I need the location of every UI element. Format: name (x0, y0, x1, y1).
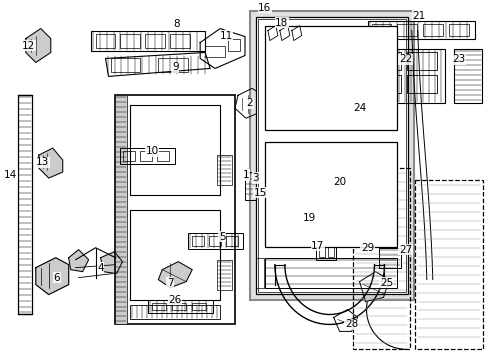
Bar (327, 241, 333, 257)
Bar (311, 218, 325, 228)
Bar (407, 53, 436, 71)
Bar (448, 24, 468, 36)
Bar (120, 33, 140, 48)
Bar (145, 33, 165, 48)
Bar (205, 45, 224, 58)
Bar (345, 188, 355, 198)
Bar (397, 24, 416, 36)
Bar (249, 11, 413, 300)
Text: 16: 16 (258, 3, 271, 13)
Bar (291, 218, 305, 228)
Bar (379, 248, 401, 268)
Bar (318, 241, 324, 257)
Text: 2: 2 (246, 98, 253, 108)
Bar (110, 58, 140, 72)
Bar (255, 258, 264, 288)
Bar (329, 188, 339, 198)
Bar (130, 105, 220, 195)
Text: 29: 29 (360, 243, 373, 253)
Text: 7: 7 (166, 278, 173, 288)
Bar (331, 218, 345, 228)
Bar (130, 305, 220, 319)
Text: 22: 22 (398, 54, 411, 64)
Polygon shape (68, 250, 88, 272)
Text: 27: 27 (398, 245, 411, 255)
Text: 21: 21 (412, 11, 425, 21)
Bar (90, 31, 205, 50)
Text: 19: 19 (303, 213, 316, 223)
Bar (255, 17, 407, 293)
Bar (130, 210, 220, 300)
Bar (172, 302, 186, 310)
Bar (192, 302, 206, 310)
Bar (115, 95, 127, 324)
Polygon shape (26, 28, 51, 62)
Text: 11: 11 (219, 31, 232, 41)
Text: 17: 17 (310, 241, 324, 251)
Text: 26: 26 (168, 294, 182, 305)
Bar (123, 151, 135, 161)
Text: 25: 25 (379, 278, 392, 288)
Text: 8: 8 (173, 19, 179, 28)
Bar (367, 49, 444, 103)
Bar (264, 258, 397, 288)
Bar (148, 300, 213, 314)
Text: 28: 28 (344, 319, 358, 329)
Polygon shape (36, 258, 68, 294)
Polygon shape (359, 272, 388, 302)
Text: 18: 18 (275, 18, 288, 28)
Text: 10: 10 (145, 146, 159, 156)
Bar (264, 142, 397, 247)
Polygon shape (101, 252, 122, 274)
Text: 9: 9 (172, 62, 178, 72)
Text: 12: 12 (22, 41, 36, 50)
Polygon shape (39, 148, 62, 178)
Bar (258, 19, 406, 292)
Bar (188, 233, 243, 249)
Text: 13: 13 (36, 157, 49, 167)
Bar (244, 172, 263, 200)
Bar (325, 185, 370, 201)
Text: 15: 15 (253, 188, 266, 198)
Bar (287, 215, 352, 231)
Bar (371, 75, 401, 93)
Bar (264, 26, 397, 130)
Bar (152, 302, 166, 310)
Text: 23: 23 (451, 54, 465, 64)
Bar (115, 95, 235, 324)
Text: 24: 24 (352, 103, 366, 113)
Bar (352, 168, 409, 349)
Bar (225, 236, 238, 246)
Text: 3: 3 (252, 173, 259, 183)
Bar (315, 238, 335, 260)
Text: 4: 4 (97, 263, 103, 273)
Bar (217, 155, 232, 185)
Bar (423, 24, 442, 36)
Bar (371, 24, 390, 36)
Bar (209, 236, 221, 246)
Bar (120, 148, 175, 164)
Bar (371, 53, 401, 71)
Bar (192, 236, 203, 246)
Bar (140, 151, 152, 161)
Bar (170, 33, 190, 48)
Text: 14: 14 (4, 170, 18, 180)
Bar (361, 188, 369, 198)
Text: 5: 5 (218, 232, 225, 242)
Bar (407, 75, 436, 93)
Text: 6: 6 (53, 273, 60, 283)
Bar (95, 33, 115, 48)
Text: 1: 1 (242, 170, 249, 180)
Bar (367, 21, 474, 39)
Bar (217, 260, 232, 289)
Text: 20: 20 (332, 177, 346, 187)
Polygon shape (158, 262, 192, 288)
Bar (158, 58, 188, 72)
Bar (227, 39, 240, 50)
Bar (18, 95, 32, 315)
Bar (453, 49, 481, 103)
Bar (414, 180, 482, 349)
Bar (157, 151, 169, 161)
